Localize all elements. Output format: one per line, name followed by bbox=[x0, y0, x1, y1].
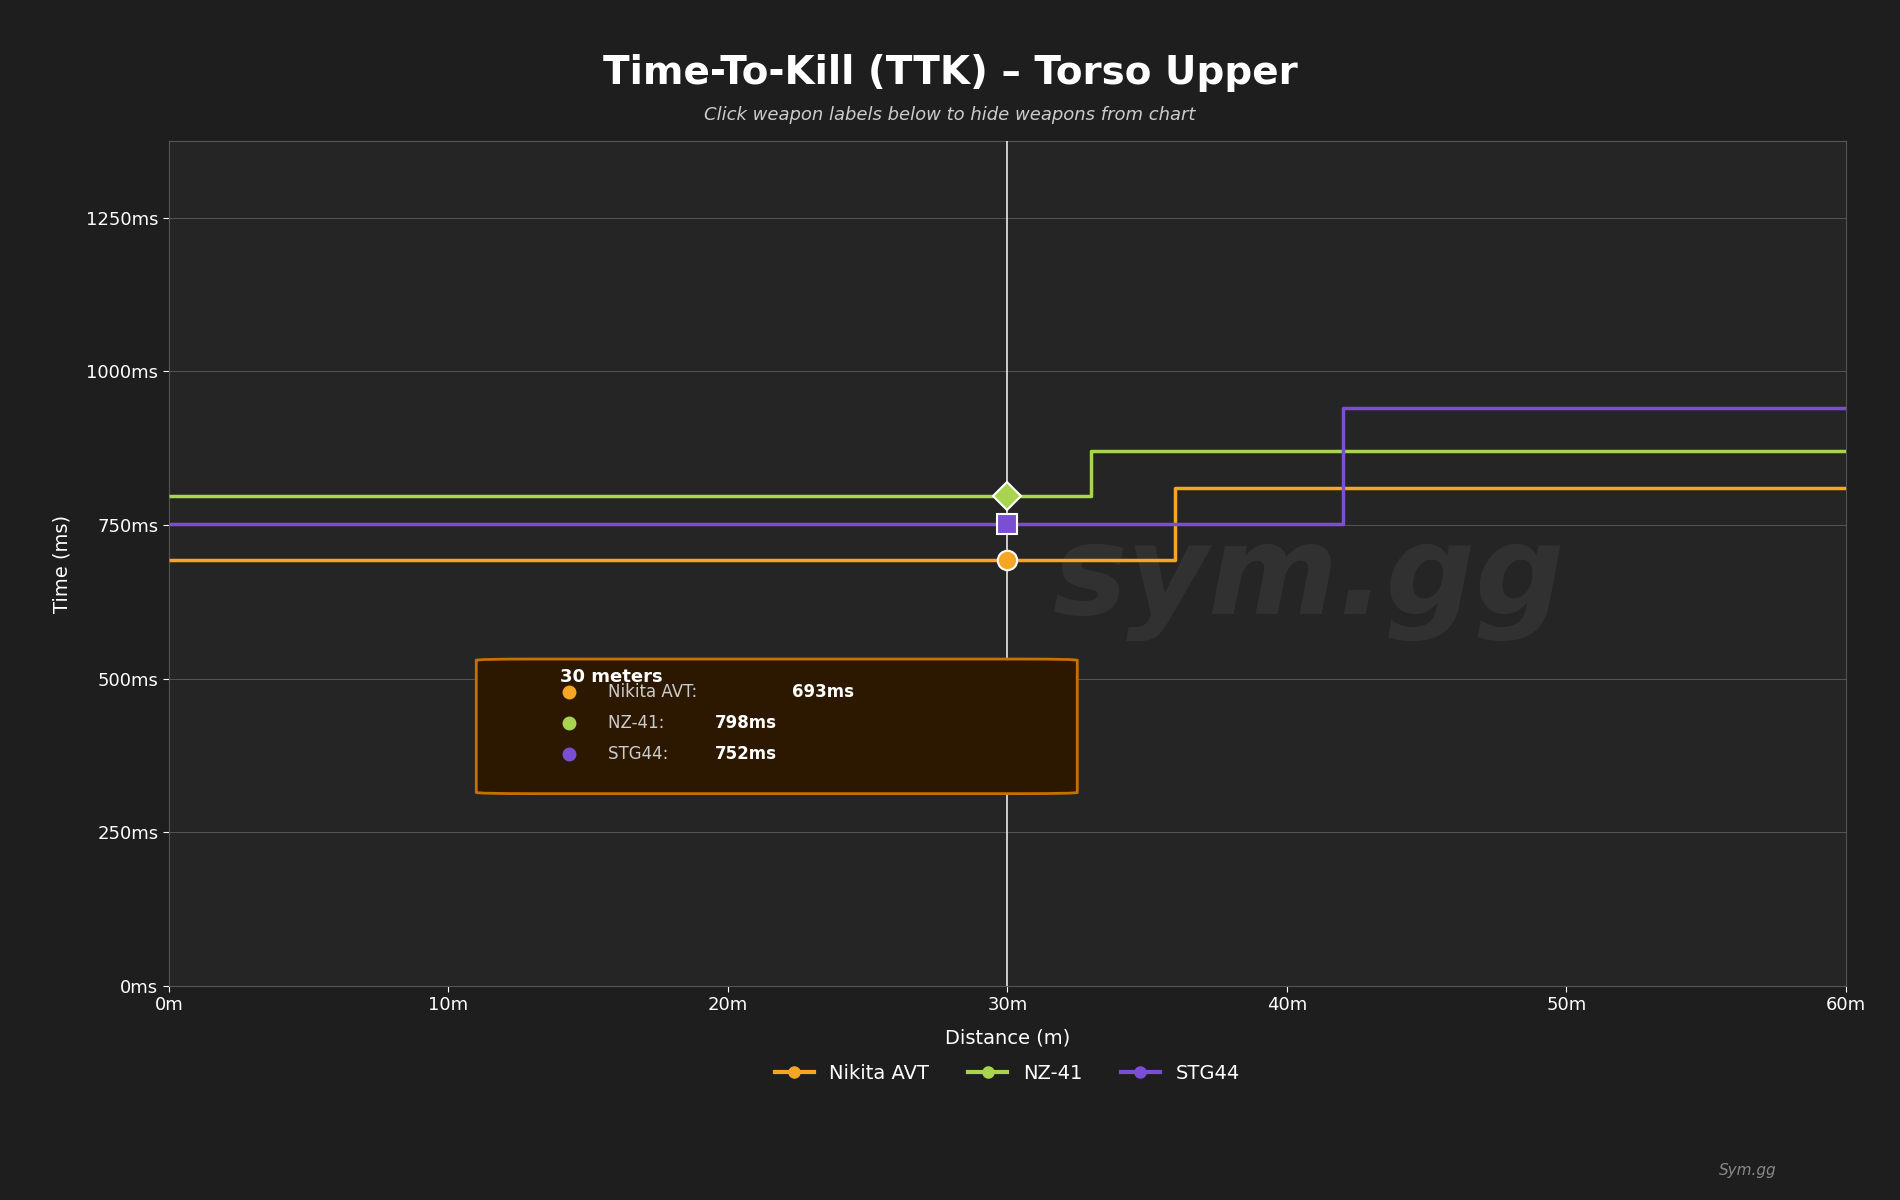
Text: Nikita AVT:: Nikita AVT: bbox=[608, 683, 703, 701]
Text: Time-To-Kill (TTK) – Torso Upper: Time-To-Kill (TTK) – Torso Upper bbox=[602, 54, 1298, 92]
Legend: Nikita AVT, NZ-41, STG44: Nikita AVT, NZ-41, STG44 bbox=[768, 1056, 1248, 1091]
Y-axis label: Time (ms): Time (ms) bbox=[53, 515, 72, 612]
Text: sym.gg: sym.gg bbox=[1053, 520, 1566, 641]
FancyBboxPatch shape bbox=[477, 659, 1077, 793]
Text: Click weapon labels below to hide weapons from chart: Click weapon labels below to hide weapon… bbox=[705, 106, 1195, 124]
Text: STG44:: STG44: bbox=[608, 745, 673, 763]
Text: 30 meters: 30 meters bbox=[560, 667, 663, 685]
Text: 693ms: 693ms bbox=[792, 683, 855, 701]
Text: Sym.gg: Sym.gg bbox=[1720, 1164, 1776, 1178]
Text: 798ms: 798ms bbox=[714, 714, 777, 732]
Text: NZ-41:: NZ-41: bbox=[608, 714, 669, 732]
X-axis label: Distance (m): Distance (m) bbox=[944, 1028, 1070, 1048]
Text: 752ms: 752ms bbox=[714, 745, 777, 763]
